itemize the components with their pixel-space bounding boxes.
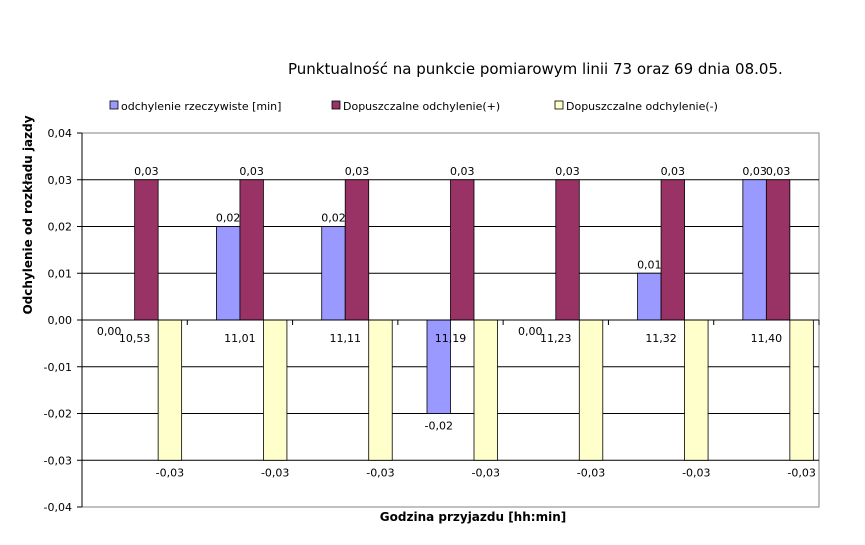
- data-label: 0,03: [766, 165, 791, 178]
- data-label: 0,03: [239, 165, 264, 178]
- legend-label: Dopuszczalne odchylenie(-): [566, 100, 718, 113]
- data-label: 0,02: [216, 212, 241, 225]
- data-label: -0,03: [682, 466, 710, 479]
- bar: [578, 319, 604, 461]
- bar: [263, 319, 288, 461]
- bar: [239, 179, 264, 321]
- x-tick-label: 11,32: [645, 332, 677, 345]
- legend-label: Dopuszczalne odchylenie(+): [343, 100, 500, 113]
- legend-swatch: [554, 100, 564, 110]
- data-label: 0,03: [345, 165, 370, 178]
- bar: [742, 179, 767, 321]
- x-tick-label: 11,11: [329, 332, 361, 345]
- bar: [321, 226, 346, 321]
- bar: [216, 226, 241, 321]
- x-axis-title: Godzina przyjazdu [hh:min]: [380, 510, 566, 524]
- y-tick-label: 0,01: [48, 267, 73, 280]
- bar: [660, 179, 685, 321]
- bar: [134, 179, 159, 321]
- x-tick-label: 11,19: [435, 332, 467, 345]
- bars: [134, 179, 814, 461]
- chart-title: Punktualność na punkcie pomiarowym linii…: [288, 60, 783, 78]
- x-tick-label: 11,40: [751, 332, 783, 345]
- bar: [637, 272, 662, 321]
- bar: [450, 179, 475, 321]
- y-axis-title: Odchylenie od rozkładu jazdy: [21, 115, 35, 314]
- bar: [344, 179, 370, 321]
- data-label: 0,03: [742, 165, 767, 178]
- y-tick-label: -0,03: [44, 454, 72, 467]
- y-tick-label: -0,04: [44, 501, 72, 514]
- data-label: 0,03: [134, 165, 159, 178]
- bar: [473, 319, 498, 461]
- x-tick-label: 11,23: [540, 332, 572, 345]
- y-tick-label: 0,03: [48, 174, 73, 187]
- y-axis-ticks: 0,04 0,03 0,02 0,01 0,00 -0,01 -0,02 -0,03 -0,04: [44, 127, 83, 514]
- legend-swatch: [331, 100, 341, 110]
- y-tick-label: -0,01: [44, 361, 72, 374]
- legend-label: odchylenie rzeczywiste [min]: [121, 100, 281, 113]
- bar: [684, 319, 709, 461]
- data-label: -0,02: [425, 420, 453, 433]
- data-label: -0,03: [366, 466, 394, 479]
- x-axis-ticks: 10,53 11,01 11,11 11,19 11,23 11,32 11,40: [81, 320, 820, 345]
- data-label: -0,03: [156, 466, 184, 479]
- data-label: 0,03: [555, 165, 580, 178]
- data-label: -0,03: [577, 466, 605, 479]
- x-tick-label: 11,01: [224, 332, 256, 345]
- bar: [765, 179, 791, 321]
- data-label: 0,03: [450, 165, 475, 178]
- data-label: -0,03: [261, 466, 289, 479]
- data-label: 0,00: [97, 325, 122, 338]
- data-label: 0,00: [518, 325, 543, 338]
- y-tick-label: 0,02: [48, 221, 73, 234]
- data-label: 0,03: [661, 165, 686, 178]
- data-label: -0,03: [787, 466, 815, 479]
- bar: [555, 179, 580, 321]
- data-label: 0,01: [637, 258, 662, 271]
- legend: odchylenie rzeczywiste [min] Dopuszczalne…: [109, 100, 718, 113]
- y-tick-label: -0,02: [44, 408, 72, 421]
- legend-swatch: [109, 100, 119, 110]
- data-label: 0,02: [321, 212, 346, 225]
- bar: [368, 319, 393, 461]
- bar: [789, 319, 814, 461]
- data-label: -0,03: [472, 466, 500, 479]
- y-tick-label: 0,00: [48, 314, 73, 327]
- x-tick-label: 10,53: [119, 332, 151, 345]
- bar: [157, 319, 183, 461]
- data-labels: 0,00 0,03 -0,03 0,02 0,03 -0,03 0,02 0,03 -0,03 -…: [97, 165, 816, 480]
- y-tick-label: 0,04: [48, 127, 73, 140]
